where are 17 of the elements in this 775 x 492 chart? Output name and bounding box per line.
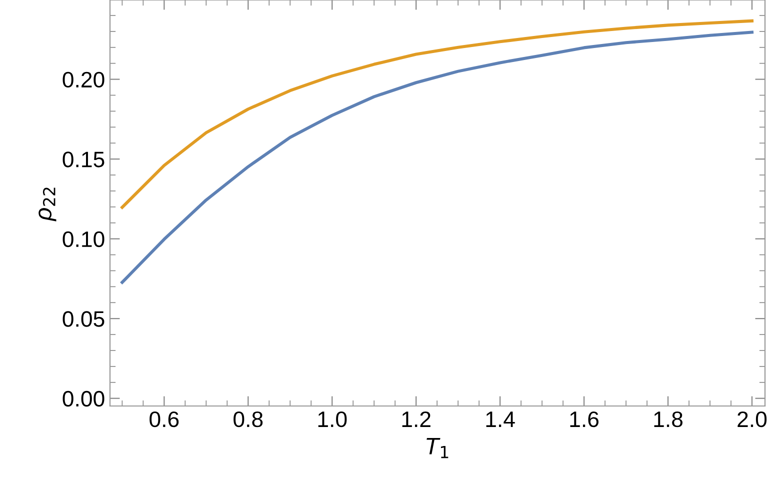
y-tick-label: 0.00 [62,390,104,407]
y-tick-label: 0.20 [62,72,104,88]
x-tick-label: 1.0 [318,411,347,428]
line-series [120,30,754,284]
x-tick-label: 1.8 [654,411,682,428]
x-tick-label: 1.6 [570,411,599,428]
y-tick-label: 0.10 [62,231,104,248]
y-tick-label: 0.05 [62,311,104,327]
x-axis-title: T$_{1}$ [426,438,448,458]
y-axis-title: ρ$_{22}$ [38,188,56,222]
x-tick-label: 1.4 [486,412,515,427]
x-tick-label: 0.8 [234,411,263,428]
y-tick-label: 0.15 [62,152,104,168]
x-tick-label: 2.0 [738,411,767,428]
x-tick-label: 1.2 [402,411,430,427]
line-series [120,19,754,209]
x-tick-label: 0.6 [150,411,179,428]
